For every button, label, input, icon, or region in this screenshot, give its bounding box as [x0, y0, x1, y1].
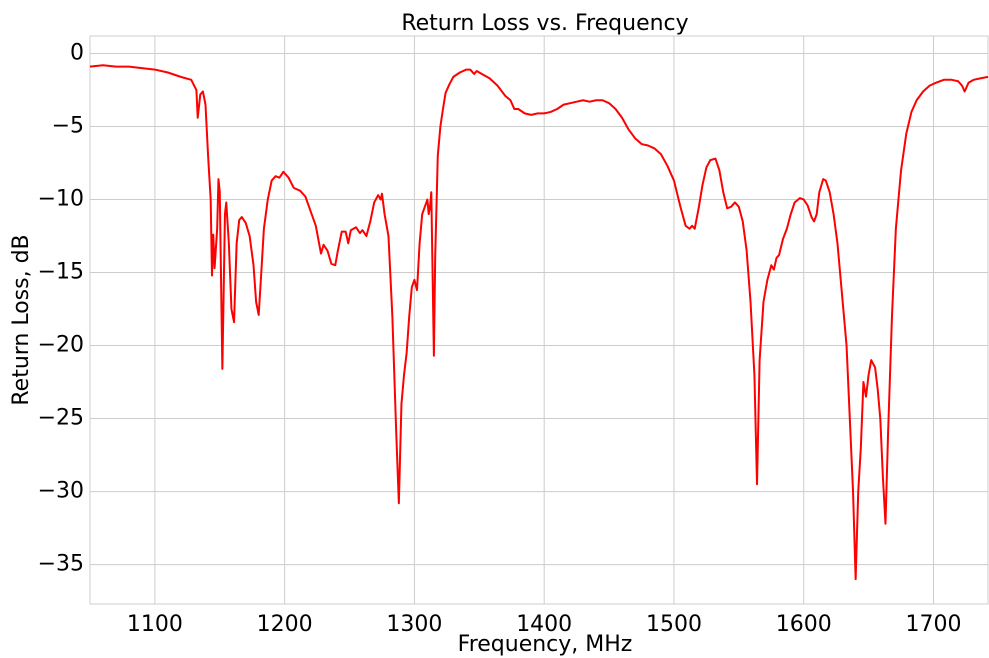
x-tick-label: 1400 — [516, 612, 572, 637]
y-tick-label: −30 — [38, 479, 84, 504]
x-tick-label: 1700 — [905, 612, 961, 637]
chart-title: Return Loss vs. Frequency — [401, 11, 688, 36]
y-tick-label: −10 — [38, 187, 84, 212]
plot-frame — [89, 35, 989, 605]
x-axis-label: Frequency, MHz — [458, 632, 633, 657]
y-tick-label: −5 — [52, 114, 84, 139]
y-axis-label: Return Loss, dB — [9, 234, 34, 405]
x-tick-label: 1300 — [386, 612, 442, 637]
x-tick-label: 1100 — [127, 612, 183, 637]
x-tick-label: 1500 — [646, 612, 702, 637]
y-tick-label: −15 — [38, 260, 84, 285]
x-tick-label: 1200 — [257, 612, 313, 637]
x-tick-label: 1600 — [776, 612, 832, 637]
y-tick-label: −25 — [38, 406, 84, 431]
y-tick-label: −20 — [38, 333, 84, 358]
y-tick-label: 0 — [70, 41, 84, 66]
y-tick-label: −35 — [38, 552, 84, 577]
data-line — [89, 64, 989, 581]
